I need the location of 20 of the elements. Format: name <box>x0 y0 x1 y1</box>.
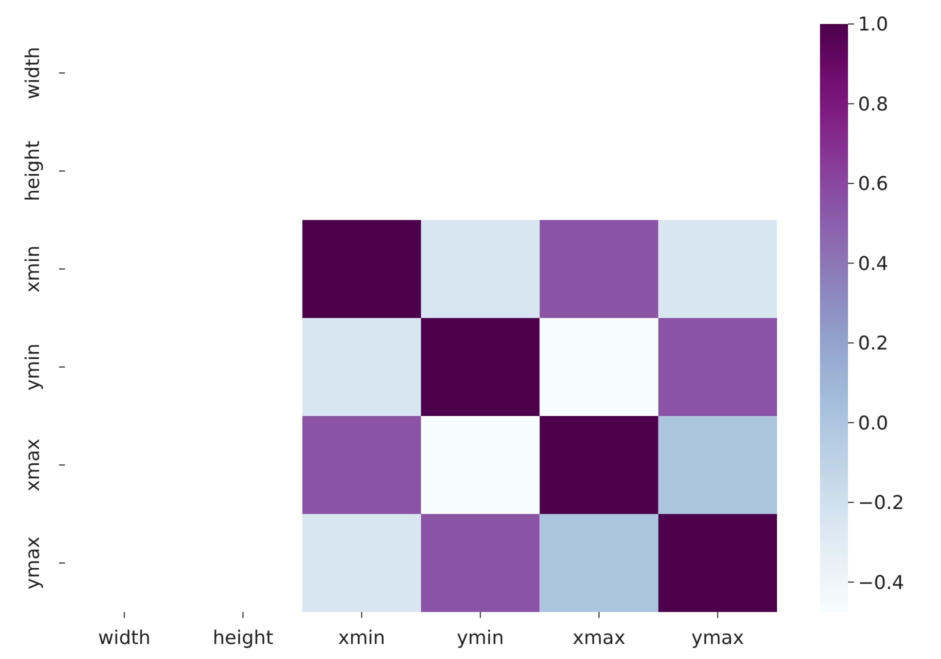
y-tick-label: ymin <box>22 343 44 391</box>
y-tick-label: width <box>22 46 44 100</box>
x-tick-label: height <box>212 627 274 649</box>
color-bar-label: 0.2 <box>858 332 888 355</box>
color-bar-label: 0.0 <box>858 412 888 434</box>
y-tick-label: height <box>22 140 44 202</box>
color-bar-label: 1.0 <box>858 14 888 36</box>
color-bar-label: −0.4 <box>858 572 904 594</box>
color-bar-label: 0.6 <box>858 173 888 196</box>
y-tick-label: xmin <box>22 245 44 293</box>
color-bar-label: 0.8 <box>858 93 888 116</box>
y-tick-label: ymax <box>22 536 44 590</box>
color-bar-label: −0.2 <box>858 492 904 514</box>
x-tick-label: xmin <box>338 627 386 649</box>
x-tick-label: width <box>98 627 151 649</box>
y-tick-label: xmax <box>22 438 44 492</box>
x-tick-label: ymax <box>691 627 744 649</box>
x-tick-label: ymin <box>456 627 504 649</box>
x-tick-label: xmax <box>572 627 626 649</box>
color-bar-label: 0.4 <box>858 252 888 275</box>
